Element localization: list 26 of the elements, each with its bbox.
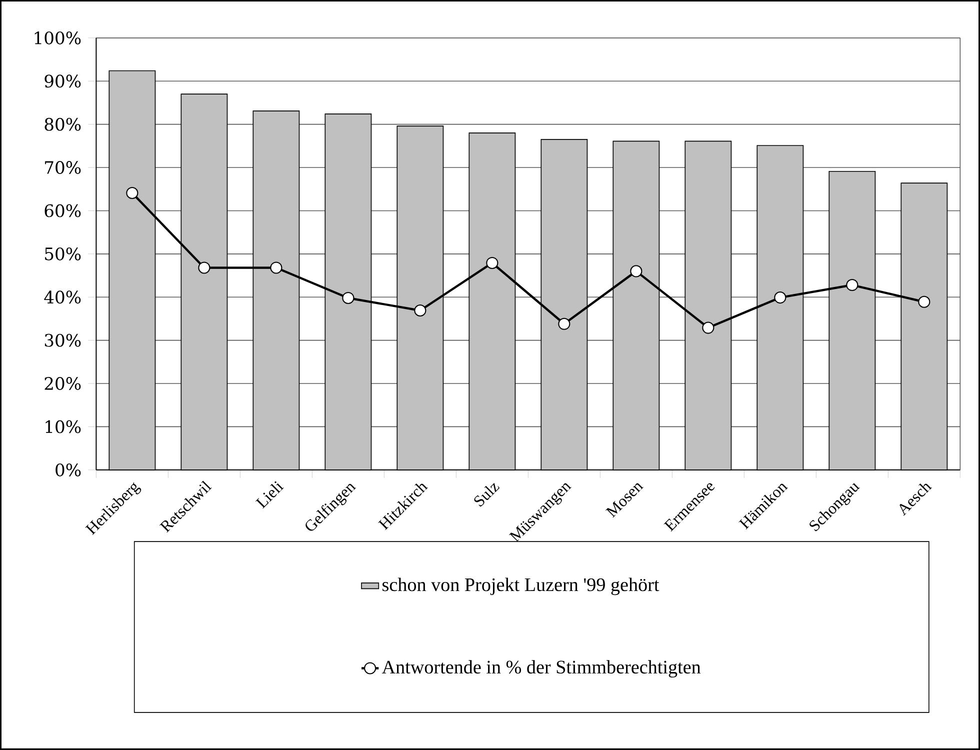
point bbox=[270, 262, 282, 274]
point bbox=[702, 322, 714, 334]
y-tick-label: 20% bbox=[44, 377, 81, 390]
y-tick-label: 0% bbox=[56, 463, 81, 476]
y-tick-label: 100% bbox=[34, 31, 81, 44]
legend-label: Antwortende in % der Stimmberechtigten bbox=[382, 660, 701, 678]
point bbox=[414, 304, 426, 317]
point bbox=[198, 262, 210, 274]
point bbox=[126, 187, 138, 200]
y-tick-label: 60% bbox=[44, 204, 81, 218]
point bbox=[630, 265, 642, 278]
point bbox=[486, 256, 498, 270]
legend-label: schon von Projekt Luzern '99 gehört bbox=[382, 578, 660, 596]
y-tick-label: 70% bbox=[45, 161, 81, 174]
point bbox=[342, 292, 354, 304]
y-tick-label: 30% bbox=[44, 334, 81, 347]
point bbox=[774, 292, 786, 304]
y-tick-label: 10% bbox=[46, 420, 81, 434]
y-tick-label: 80% bbox=[44, 118, 81, 131]
y-tick-label: 40% bbox=[44, 290, 81, 304]
y-tick-label: 50% bbox=[45, 247, 81, 260]
point bbox=[558, 318, 570, 330]
point bbox=[918, 296, 930, 308]
point bbox=[846, 279, 858, 292]
x-tick-label: Sulz bbox=[474, 483, 500, 507]
y-tick-label: 90% bbox=[44, 74, 81, 88]
